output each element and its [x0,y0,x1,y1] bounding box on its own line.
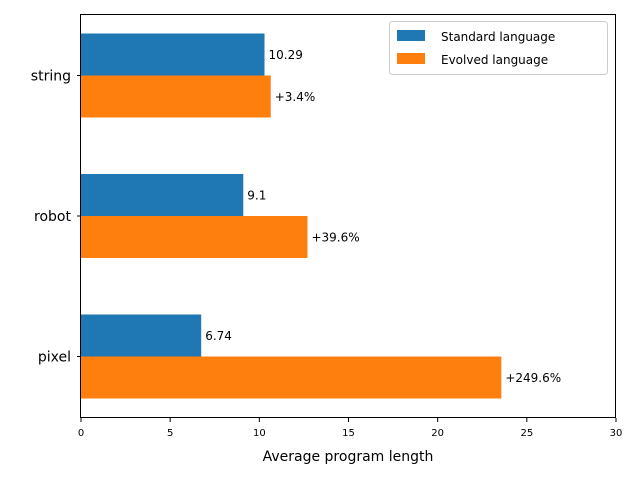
bar-pixel-standard-language [81,314,202,357]
legend-label-standard-language: Standard language [441,30,555,44]
x-tick-label: 0 [78,428,84,439]
bar-label-robot-evolved-language: +39.6% [311,231,359,245]
legend-swatch-evolved-language [397,53,425,64]
x-tick-label: 15 [342,428,355,439]
legend-swatch-standard-language [397,30,425,41]
legend: Standard language Evolved language [389,21,608,75]
bar-string-evolved-language [81,75,271,118]
y-axis-ticks: string robot pixel [31,69,81,366]
x-tick-label: 10 [253,428,266,439]
x-tick-label: 5 [167,428,173,439]
y-tick-label-string: string [31,69,71,85]
legend-label-evolved-language: Evolved language [441,53,548,67]
bar-pixel-evolved-language [81,356,502,399]
x-tick-label: 30 [610,428,623,439]
bar-label-pixel-evolved-language: +249.6% [505,371,561,385]
plot-frame [80,14,616,418]
y-tick-label-robot: robot [34,209,71,225]
bar-string-standard-language [81,33,265,76]
legend-frame [389,21,608,75]
bar-label-string-evolved-language: +3.4% [275,90,316,104]
bar-robot-evolved-language [81,216,308,258]
y-tick-label-pixel: pixel [38,350,71,366]
x-tick-label: 25 [520,428,533,439]
x-tick-label: 20 [431,428,444,439]
bars-layer: 10.29 +3.4% 9.1 +39.6% 6.74 +249.6% [81,33,561,399]
bar-robot-standard-language [81,174,244,216]
x-axis-label: Average program length [263,449,434,465]
bar-label-string-standard-language: 10.29 [269,48,303,62]
x-axis-ticks: 0 5 10 15 20 25 30 [78,418,623,439]
bar-label-robot-standard-language: 9.1 [247,189,266,203]
bar-label-pixel-standard-language: 6.74 [205,329,232,343]
